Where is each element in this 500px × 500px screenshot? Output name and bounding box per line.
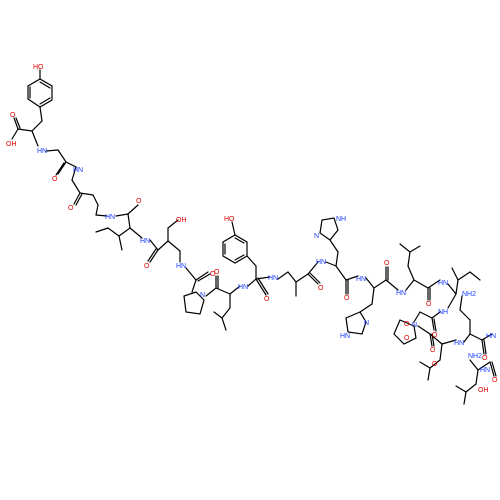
bond-lines [11,69,497,405]
atom-label: HN [73,167,83,174]
atom-label: O [68,205,74,212]
atom-label: NH2 [468,353,482,360]
atom-label: O [344,295,350,302]
atom-label: O [264,296,270,303]
atom-label: HN [140,238,150,245]
atom-label: O [404,335,410,342]
atom-label: HN [268,275,278,282]
atom-label: O [10,112,16,119]
atom-labels: HO OH O HN O HN O HN O HN OH O HN O N O … [6,64,498,394]
atom-label: HN [480,367,490,374]
atom-label: OH [6,141,17,148]
atom-label: HN [176,263,186,270]
atom-label: HO [33,64,44,71]
atom-label: O [210,271,216,278]
atom-label: O [432,332,438,339]
atom-label: O [318,285,324,292]
atom-label: O [136,198,142,205]
atom-label: NH2 [462,291,476,298]
atom-label: HN [238,284,248,291]
atom-label: O [492,377,498,384]
atom-label: N [412,322,417,329]
atom-label: NH [336,216,346,223]
atom-label: N [364,320,369,327]
atom-label: HN [486,333,496,340]
atom-label: HN [454,340,464,347]
atom-label: OH [478,387,489,394]
atom-label: O [482,355,488,362]
atom-label: HN [356,276,366,283]
atom-label: HN [37,148,47,155]
atom-label: O [426,301,432,308]
atom-label: O [52,176,58,183]
atom-label: HN [340,333,350,340]
atom-label: HN [105,214,115,221]
atom-label: O [384,260,390,267]
atom-label: HN [438,280,448,287]
atom-label: HN [316,259,326,266]
atom-label: N [200,292,205,299]
atom-label: O [430,347,436,354]
atom-label: O [144,263,150,270]
atom-label: O [214,269,220,276]
atom-label: OH [176,217,187,224]
atom-label: HO [224,216,235,223]
atom-label: HN [396,290,406,297]
atom-label: N [314,233,319,240]
atom-label: O [432,361,438,368]
atom-label: NH [438,309,448,316]
atom-label: O [404,321,410,328]
